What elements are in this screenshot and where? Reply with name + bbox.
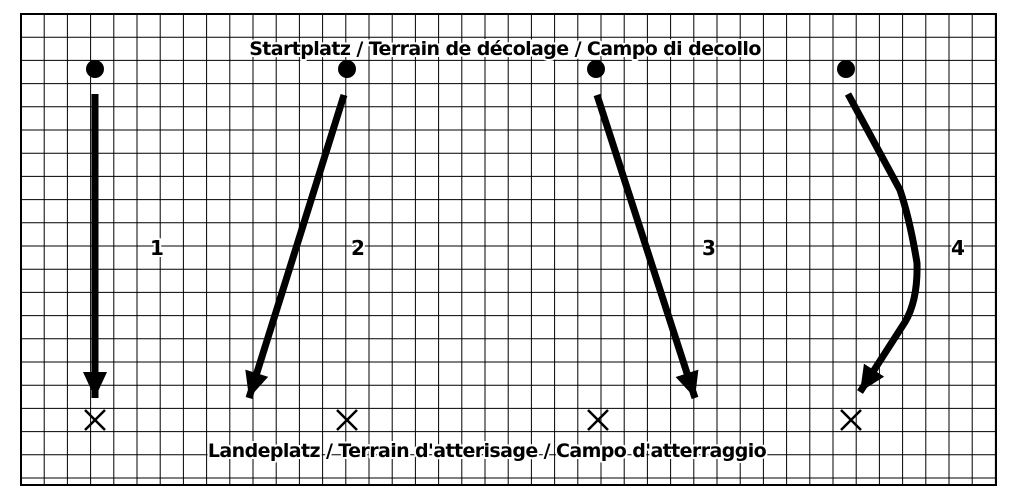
trajectory-arrow-3 bbox=[593, 93, 699, 400]
landing-cross-1 bbox=[84, 409, 106, 431]
path-number-1: 1 bbox=[150, 236, 164, 260]
path-number-3: 3 bbox=[702, 236, 716, 260]
flight-path-4: 4 bbox=[837, 60, 967, 431]
trajectory-arrow-2 bbox=[245, 93, 348, 400]
path-number-4: 4 bbox=[951, 236, 965, 260]
start-point-2 bbox=[338, 60, 356, 78]
landing-cross-3 bbox=[587, 409, 609, 431]
grid bbox=[20, 13, 997, 486]
grid-border bbox=[20, 13, 997, 486]
landing-label: Landeplatz / Terrain d'atterisage / Camp… bbox=[208, 440, 767, 462]
landing-cross-2 bbox=[336, 409, 358, 431]
flight-path-3: 3 bbox=[587, 60, 718, 431]
start-point-4 bbox=[837, 60, 855, 78]
start-point-3 bbox=[587, 60, 605, 78]
flight-path-1: 1 bbox=[83, 60, 166, 431]
trajectory-arrow-4 bbox=[844, 92, 921, 394]
start-point-1 bbox=[86, 60, 104, 78]
landing-cross-4 bbox=[840, 409, 862, 431]
flight-path-2: 2 bbox=[245, 60, 367, 431]
path-number-2: 2 bbox=[351, 236, 365, 260]
start-label: Startplatz / Terrain de décolage / Campo… bbox=[249, 38, 761, 60]
